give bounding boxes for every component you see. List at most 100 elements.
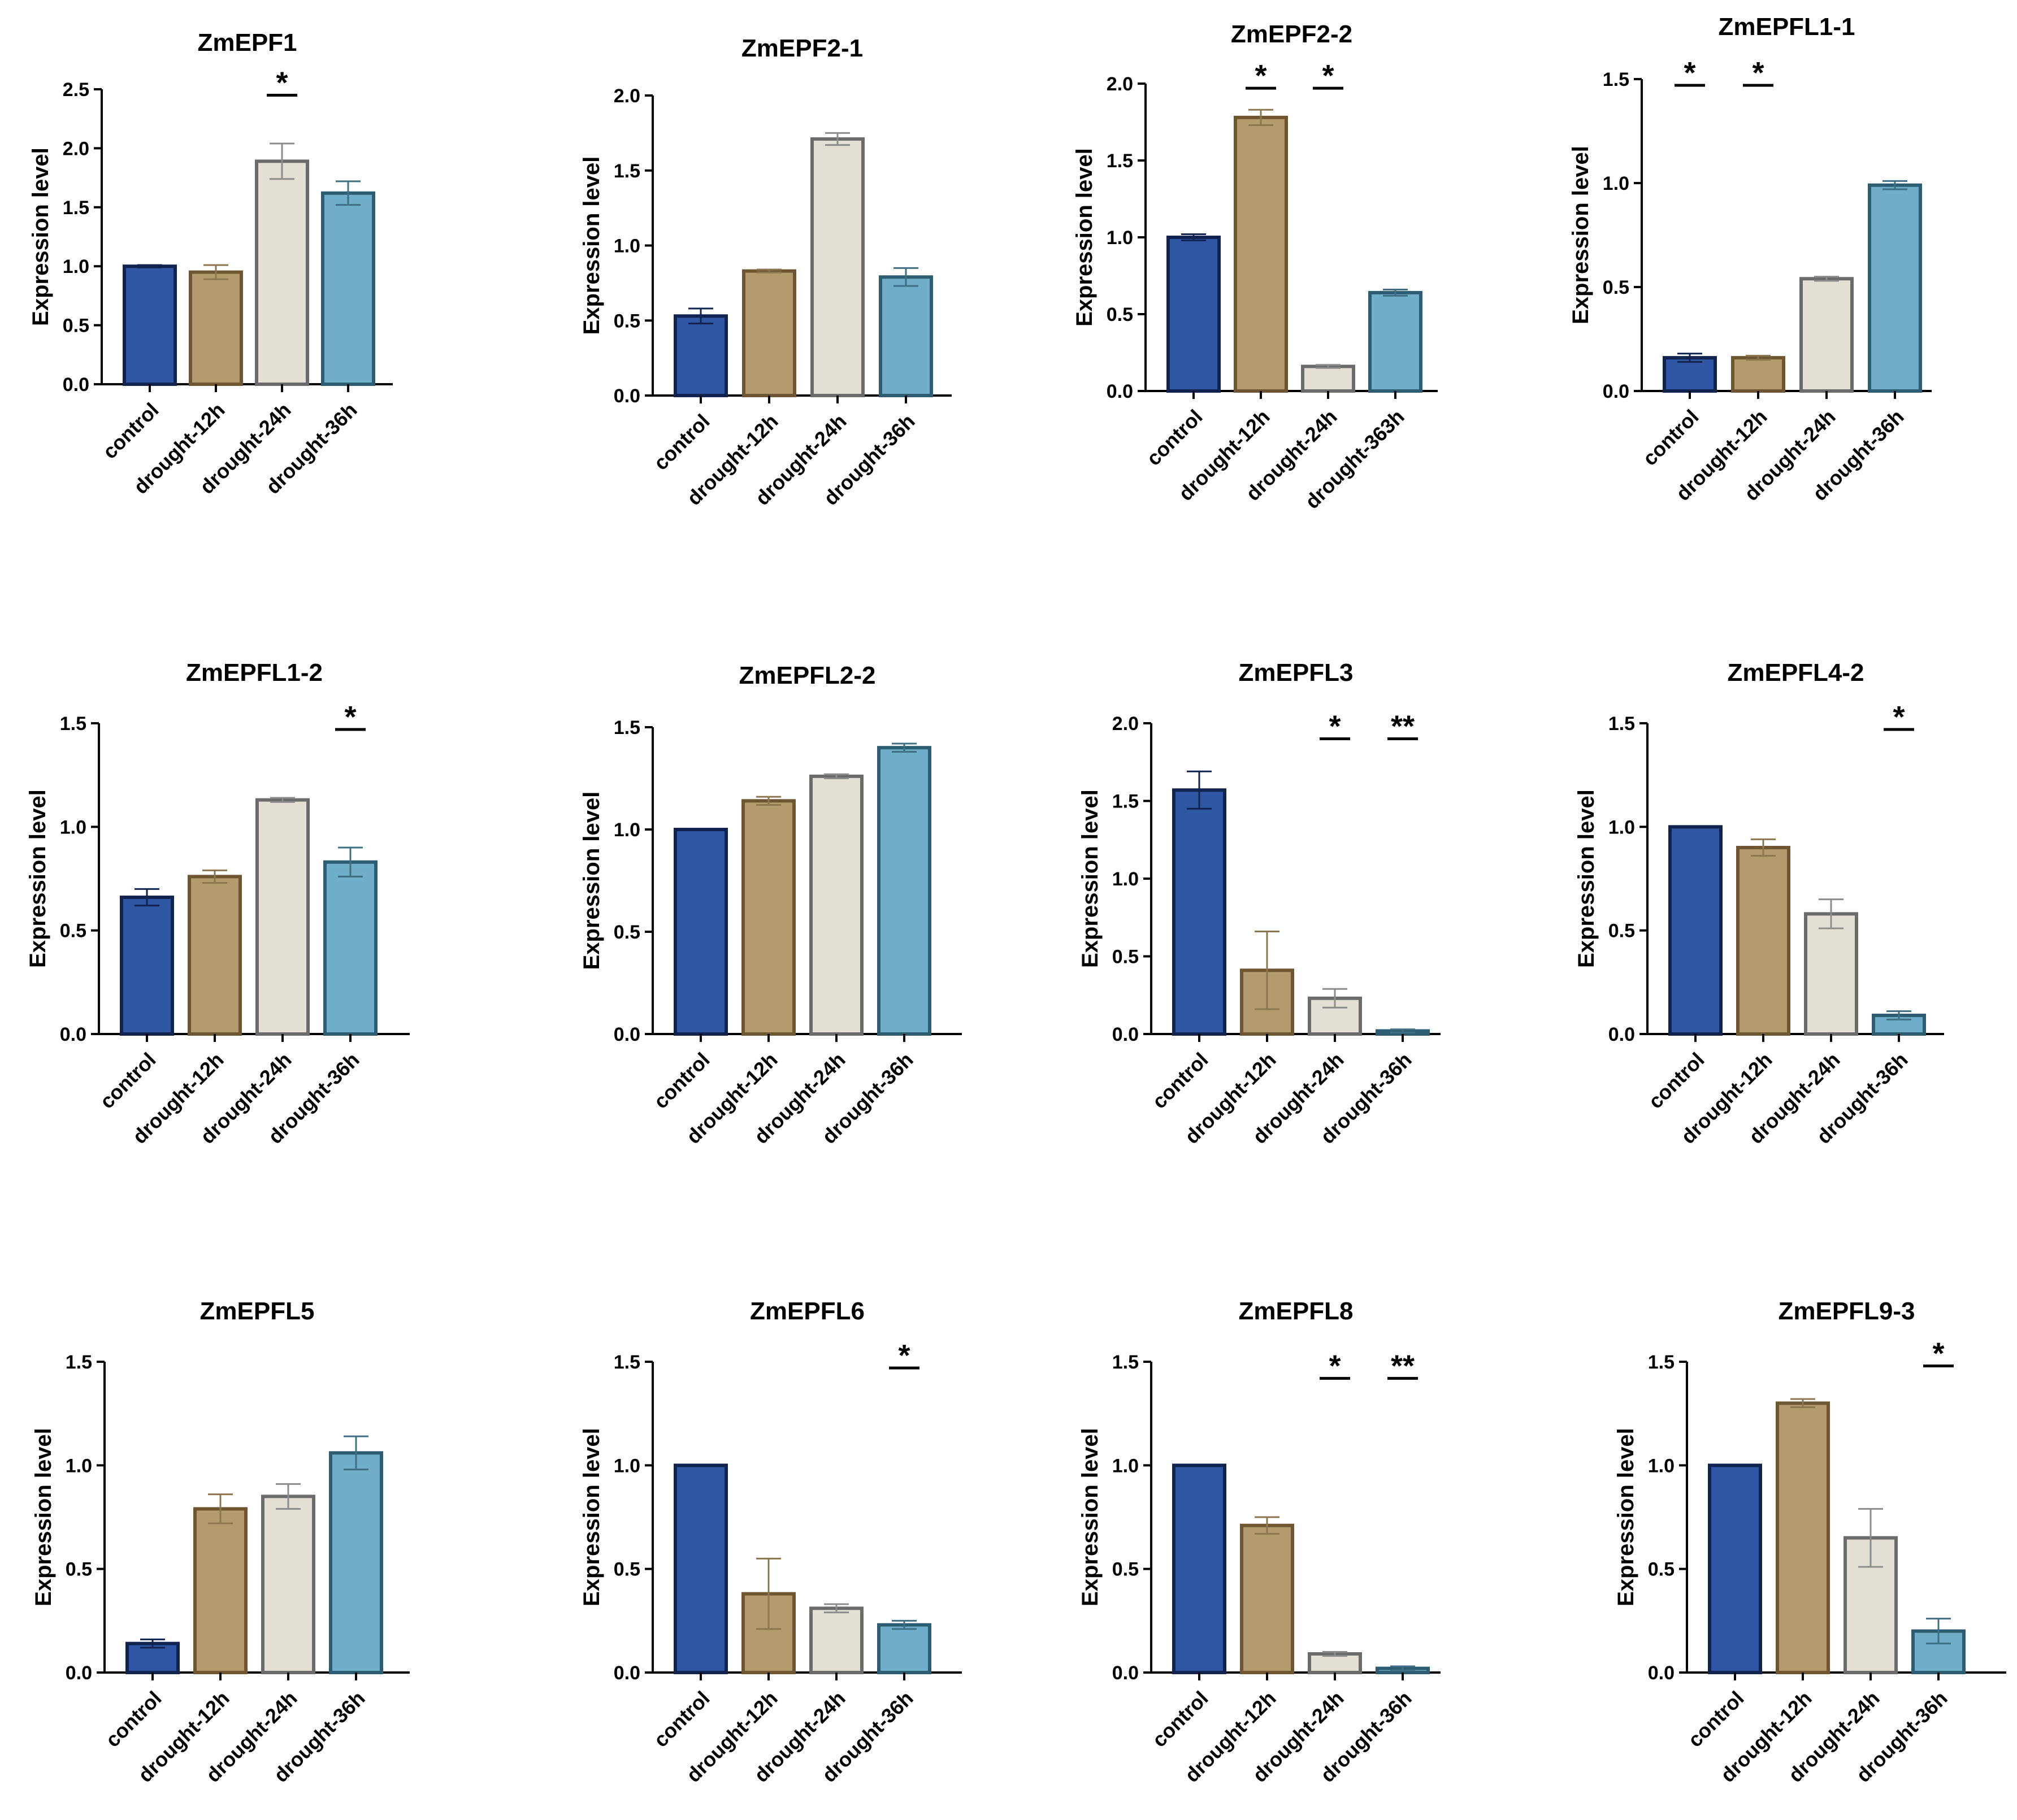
y-tick-label: 0.5 (614, 310, 640, 332)
significance-label: ** (1391, 710, 1415, 744)
y-axis-label: Expression level (579, 157, 604, 335)
significance-label: ** (1391, 1349, 1415, 1383)
chart-title: ZmEPF2-1 (741, 34, 863, 62)
bar-drought-36h (1868, 183, 1922, 393)
y-tick-label: 2.0 (1107, 73, 1133, 95)
chart-title: ZmEPFL9-3 (1778, 1297, 1915, 1325)
bar-control (1668, 825, 1723, 1036)
bar-drought-12h (741, 799, 796, 1036)
chart-title: ZmEPF1 (197, 29, 297, 57)
bar-drought-12h (193, 1507, 248, 1674)
chart-title: ZmEPFL6 (750, 1297, 865, 1325)
y-tick-label: 1.5 (60, 713, 86, 735)
bar-drought-24h (1301, 364, 1355, 393)
x-tick-label: control (1643, 1048, 1708, 1113)
bar-drought-363h (1368, 290, 1422, 393)
x-tick-label: control (98, 398, 163, 463)
y-tick-label: 2.0 (614, 85, 640, 107)
chart-panel-11: ZmEPFL8 Expression level 0.0 0.5 1.0 1.5 contr… (1078, 1297, 1441, 1787)
y-tick-label: 1.5 (1608, 713, 1635, 735)
significance-label: * (1255, 59, 1266, 93)
bar-control (1708, 1463, 1762, 1674)
y-tick-label: 0.5 (63, 315, 89, 337)
significance-label: * (1684, 56, 1695, 90)
bar-drought-36h (321, 191, 375, 386)
y-axis-label: Expression level (1078, 1428, 1103, 1606)
y-axis-label: Expression level (579, 792, 604, 970)
y-tick-label: 0.0 (1603, 381, 1629, 402)
bar-drought-24h (255, 798, 310, 1036)
significance-label: * (1893, 700, 1905, 734)
x-tick-label: control (1147, 1048, 1212, 1113)
y-tick-label: 0.5 (60, 920, 86, 942)
bar-drought-36h (329, 1451, 383, 1674)
bar-drought-12h (1776, 1401, 1830, 1674)
chart-title: ZmEPFL5 (200, 1297, 315, 1325)
significance-label: * (1329, 710, 1341, 744)
bar-drought-24h (261, 1495, 315, 1674)
y-tick-label: 1.5 (1112, 791, 1139, 813)
x-tick-label: control (1147, 1687, 1212, 1752)
chart-panel-4: ZmEPFL1-1 Expression level 0.0 0.5 1.0 1.5 con… (1568, 13, 1932, 505)
y-tick-label: 2.0 (63, 138, 89, 159)
chart-title: ZmEPFL1-2 (186, 659, 323, 687)
bar-drought-24h (809, 774, 864, 1036)
y-tick-label: 1.0 (60, 816, 86, 838)
y-tick-label: 0.5 (1107, 304, 1133, 325)
y-tick-label: 0.0 (60, 1024, 86, 1045)
x-tick-label: control (1142, 405, 1207, 470)
y-axis-label: Expression level (1078, 789, 1103, 968)
y-tick-label: 1.5 (1112, 1352, 1139, 1373)
chart-panel-8: ZmEPFL4-2 Expression level 0.0 0.5 1.0 1.5 con… (1574, 659, 1944, 1148)
bar-control (1172, 1463, 1226, 1674)
y-tick-label: 0.5 (614, 922, 640, 943)
chart-title: ZmEPFL4-2 (1727, 659, 1864, 687)
chart-panel-3: ZmEPF2-2 Expression level 0.0 0.5 1.0 1.5 2.0 c… (1072, 20, 1438, 513)
y-tick-label: 0.0 (614, 1662, 640, 1684)
y-tick-label: 0.0 (614, 385, 640, 407)
bar-drought-36h (323, 860, 378, 1036)
x-tick-label: control (649, 410, 714, 475)
y-tick-label: 0.0 (63, 374, 89, 396)
x-tick-label: control (1638, 405, 1703, 470)
y-tick-label: 1.0 (63, 256, 89, 277)
bar-drought-12h (188, 875, 242, 1036)
significance-label: * (276, 66, 288, 99)
x-tick-label: control (95, 1048, 160, 1113)
y-axis-label: Expression level (31, 1428, 56, 1606)
y-tick-label: 1.0 (1603, 173, 1629, 194)
bar-control (123, 264, 177, 386)
chart-panel-9: ZmEPFL5 Expression level 0.0 0.5 1.0 1.5 contr… (31, 1297, 410, 1787)
y-tick-label: 1.0 (66, 1455, 92, 1476)
bar-control (1166, 236, 1221, 393)
y-tick-label: 1.0 (614, 1455, 640, 1476)
significance-label: * (898, 1339, 910, 1372)
bar-control (674, 314, 728, 397)
bar-drought-36h (877, 746, 931, 1036)
bar-drought-12h (1234, 115, 1288, 393)
bar-drought-36h (879, 275, 933, 397)
y-axis-label: Expression level (1072, 148, 1097, 327)
y-tick-label: 1.0 (614, 819, 640, 841)
chart-panel-6: ZmEPFL2-2 Expression level 0.0 0.5 1.0 1.5 con… (579, 662, 962, 1148)
y-tick-label: 2.0 (1112, 713, 1139, 735)
y-tick-label: 1.0 (1112, 1455, 1139, 1476)
significance-label: * (1932, 1336, 1944, 1370)
y-tick-label: 1.5 (614, 1352, 640, 1373)
bar-drought-24h (809, 1606, 864, 1674)
chart-title: ZmEPFL1-1 (1718, 13, 1855, 41)
x-tick-label: control (649, 1687, 714, 1752)
y-tick-label: 1.5 (1107, 150, 1133, 172)
chart-panel-2: ZmEPF2-1 Expression level 0.0 0.5 1.0 1.5 2.0 c… (579, 34, 952, 510)
significance-label: * (1752, 56, 1764, 90)
bar-control (1172, 788, 1226, 1036)
bar-drought-12h (1736, 846, 1790, 1036)
y-tick-label: 0.0 (614, 1024, 640, 1045)
y-tick-label: 1.5 (614, 160, 640, 182)
y-tick-label: 1.0 (1648, 1455, 1675, 1476)
chart-panel-5: ZmEPFL1-2 Expression level 0.0 0.5 1.0 1.5 con… (25, 659, 410, 1148)
y-tick-label: 0.0 (1112, 1662, 1139, 1684)
bar-drought-24h (810, 137, 865, 397)
bar-drought-12h (1731, 356, 1785, 393)
